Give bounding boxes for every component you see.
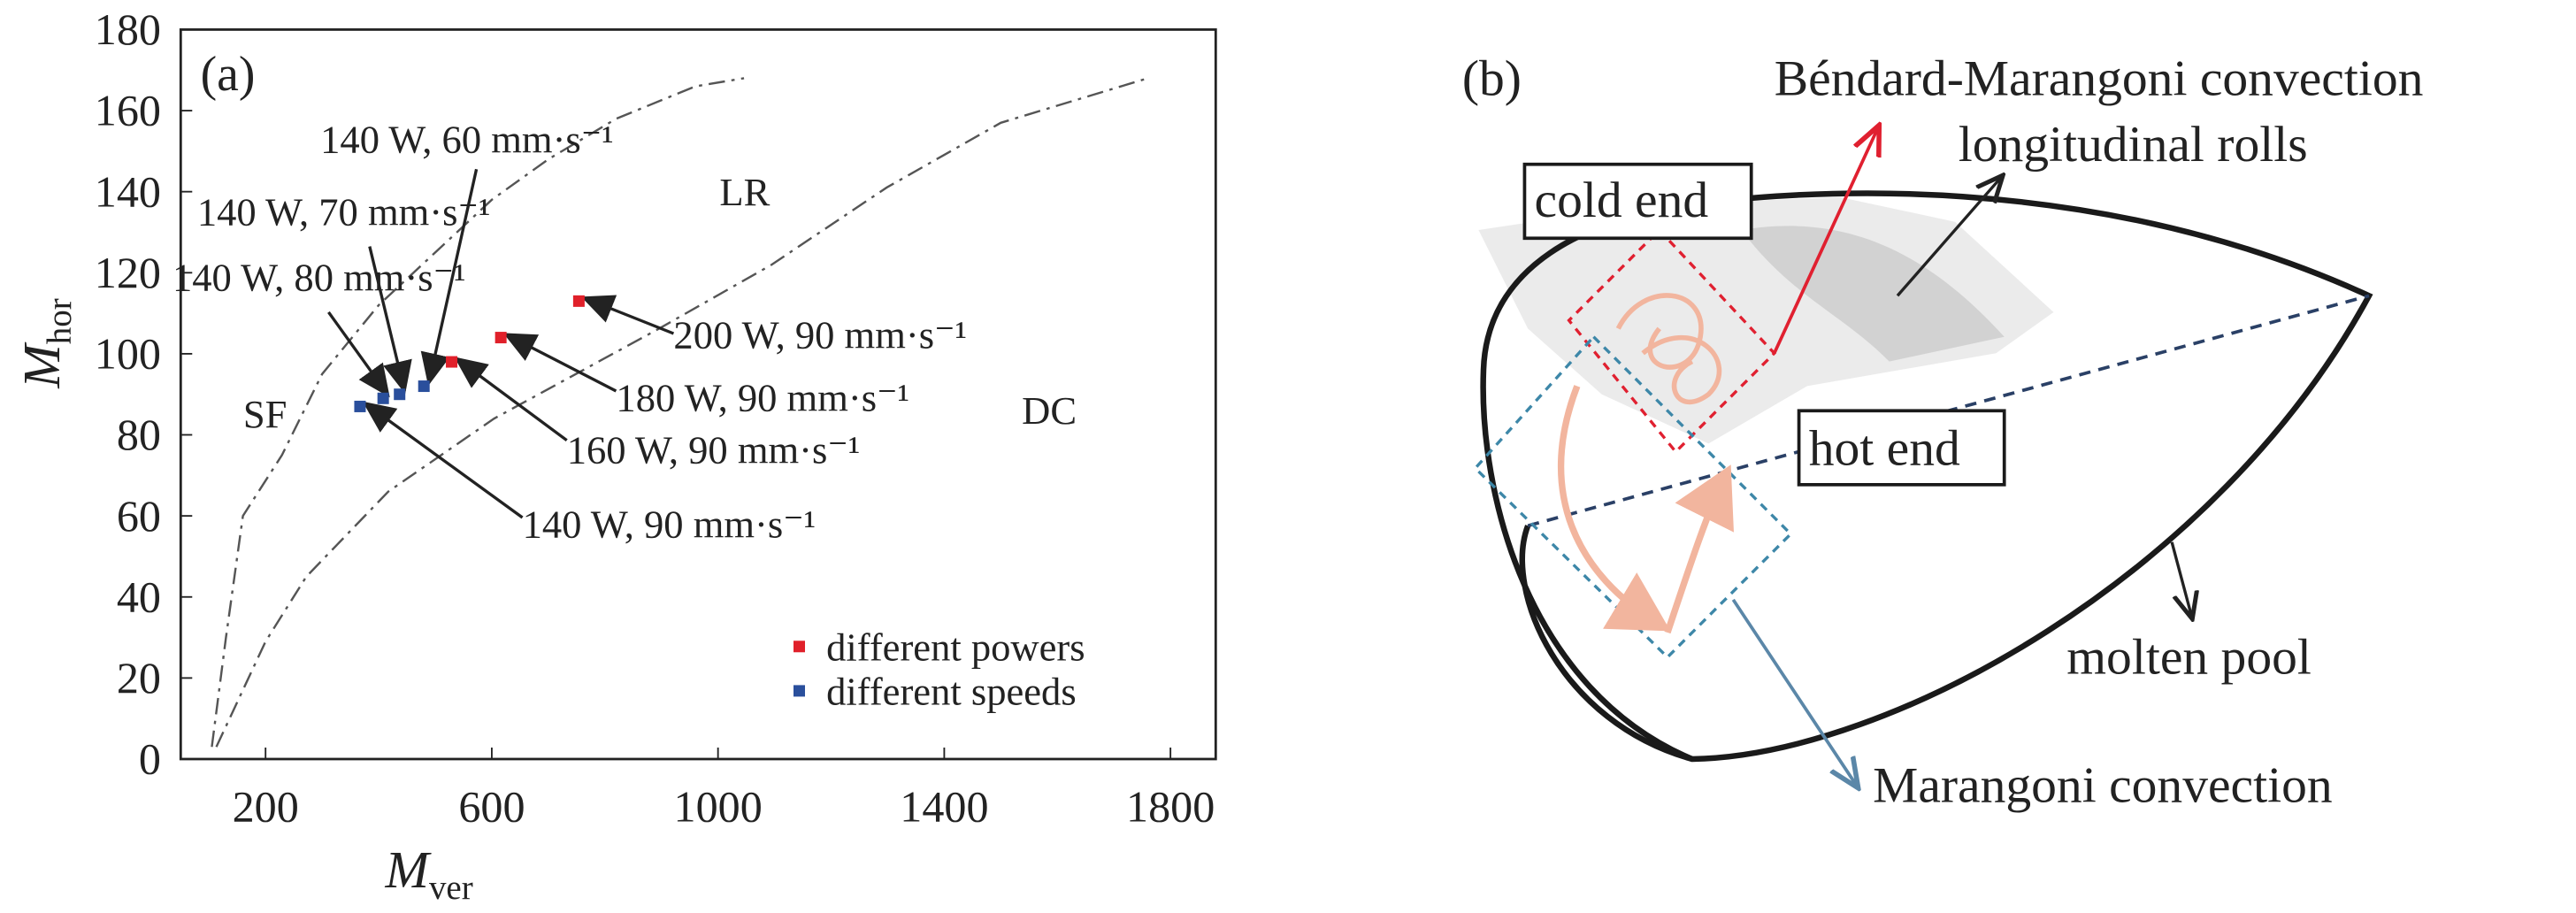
boundary-curve bbox=[211, 77, 745, 748]
plot-frame bbox=[179, 28, 1217, 761]
y-tick-label: 80 bbox=[117, 410, 161, 459]
chart-a: 200 600 1000 1400 1800 0 20 40 60 80 100 120 140 160 1… bbox=[12, 4, 1217, 907]
point bbox=[446, 356, 458, 368]
label: Marangoni convection bbox=[1873, 757, 2333, 813]
y-tick-label: 40 bbox=[117, 572, 161, 621]
arrow bbox=[1896, 178, 2001, 297]
arrow bbox=[2170, 541, 2191, 617]
axis-label: Mhor bbox=[12, 298, 79, 388]
boundary-curve bbox=[215, 77, 1148, 748]
point bbox=[377, 392, 389, 404]
point bbox=[394, 388, 406, 401]
flow-up bbox=[1664, 464, 1734, 634]
x-tick-label: 1800 bbox=[1126, 782, 1215, 832]
annotation-arrow bbox=[327, 311, 390, 398]
label: Béndard-Marangoni convection bbox=[1775, 51, 2424, 107]
axis-label: Mver bbox=[384, 840, 472, 907]
annotation-arrow bbox=[420, 168, 479, 387]
label-box bbox=[1522, 162, 1753, 241]
legend-label: different speeds bbox=[826, 670, 1077, 714]
cold-box bbox=[1567, 227, 1777, 455]
label: molten pool bbox=[2066, 629, 2312, 685]
pool-inner bbox=[1519, 525, 1693, 763]
point-label: 140 W, 70 mm·s⁻¹ bbox=[197, 189, 491, 234]
y-tick-label: 0 bbox=[139, 734, 161, 784]
annotation-arrow bbox=[580, 295, 675, 335]
point-label: 140 W, 80 mm·s⁻¹ bbox=[172, 256, 466, 300]
point bbox=[494, 332, 507, 344]
point-label: 160 W, 90 mm·s⁻¹ bbox=[567, 428, 861, 472]
region-label: DC bbox=[1022, 388, 1077, 433]
annotation-arrow bbox=[362, 401, 524, 519]
arrow bbox=[1773, 128, 1878, 355]
point-label: 140 W, 60 mm·s⁻¹ bbox=[320, 118, 614, 162]
point-label: 180 W, 90 mm·s⁻¹ bbox=[616, 375, 909, 419]
label: cold end bbox=[1535, 173, 1709, 228]
annotation-arrow bbox=[368, 246, 412, 395]
y-tick-label: 160 bbox=[95, 86, 161, 135]
point bbox=[418, 380, 430, 393]
x-tick-label: 1400 bbox=[900, 782, 988, 832]
annotation-arrow bbox=[454, 357, 568, 442]
y-tick-label: 180 bbox=[95, 4, 161, 54]
x-tick-label: 600 bbox=[458, 782, 525, 832]
label-box bbox=[1797, 409, 2006, 487]
panel-label: (b) bbox=[1462, 51, 1522, 107]
pool-outline bbox=[1480, 190, 2373, 763]
swirl bbox=[1615, 293, 1722, 405]
legend-marker bbox=[794, 685, 805, 697]
legend-label: different powers bbox=[826, 625, 1085, 670]
axis-subscript: hor bbox=[41, 298, 79, 344]
x-tick-label: 200 bbox=[233, 782, 299, 832]
point bbox=[354, 400, 366, 412]
annotation-arrow bbox=[502, 333, 617, 393]
x-tick-label: 1000 bbox=[674, 782, 763, 832]
rolls-shape bbox=[1741, 226, 2005, 362]
axis-symbol: M bbox=[12, 341, 71, 389]
point-label: 200 W, 90 mm·s⁻¹ bbox=[673, 313, 967, 357]
point bbox=[572, 295, 585, 307]
axis-subscript: ver bbox=[429, 869, 473, 907]
y-tick-label: 20 bbox=[117, 653, 161, 702]
y-tick-label: 120 bbox=[95, 248, 161, 297]
diagram-b: (b) Béndard-Marangoni convection longitu… bbox=[1462, 51, 2424, 814]
arrow bbox=[1731, 598, 1856, 786]
y-tick-label: 140 bbox=[95, 166, 161, 216]
y-tick-label: 100 bbox=[95, 329, 161, 379]
y-tick-label: 60 bbox=[117, 491, 161, 541]
point-label: 140 W, 90 mm·s⁻¹ bbox=[523, 502, 816, 546]
label: hot end bbox=[1809, 421, 1960, 477]
region-label: LR bbox=[719, 170, 770, 214]
label: longitudinal rolls bbox=[1959, 117, 2308, 173]
flow-down bbox=[1557, 385, 1671, 632]
region-label: SF bbox=[243, 392, 288, 436]
axis-symbol: M bbox=[384, 840, 432, 899]
panel-label: (a) bbox=[201, 47, 256, 102]
legend-marker bbox=[794, 641, 805, 653]
